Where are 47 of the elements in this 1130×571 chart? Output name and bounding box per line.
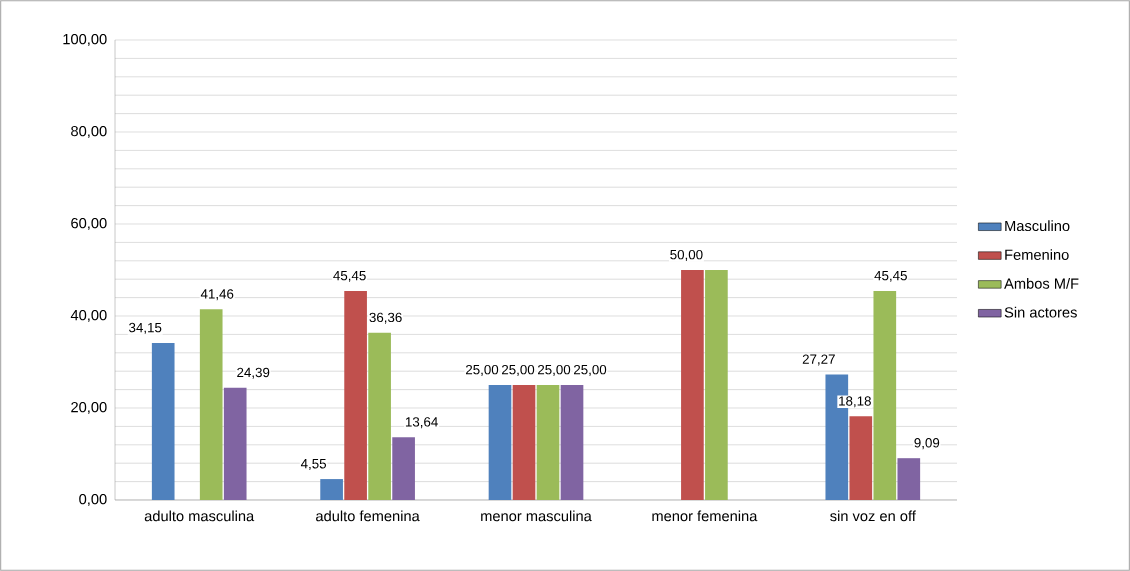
y-tick-label: 0,00: [79, 493, 107, 507]
data-label: 36,36: [369, 312, 402, 324]
x-tick-label: adulto femenina: [316, 510, 420, 522]
data-label: 41,46: [200, 289, 234, 301]
y-tick-label: 80,00: [71, 125, 107, 139]
data-label: 13,64: [405, 417, 438, 429]
legend-label: Sin actores: [1004, 306, 1077, 318]
bar: [368, 332, 391, 500]
bar: [344, 290, 367, 500]
bar: [560, 385, 584, 500]
bar: [199, 309, 223, 500]
y-tick-label: 20,00: [71, 401, 107, 415]
data-label: 34,15: [129, 322, 162, 334]
data-label: 24,39: [237, 367, 270, 379]
legend-label: Femenino: [1005, 249, 1069, 260]
data-label: 4,55: [300, 459, 327, 471]
x-tick-label: sin voz en off: [830, 510, 916, 522]
bar: [392, 437, 415, 500]
bar: [488, 385, 512, 500]
bar: [681, 270, 704, 500]
data-label: 45,45: [874, 270, 907, 282]
bar: [512, 385, 536, 500]
data-label: 27,27: [802, 354, 835, 366]
y-tick-label: 40,00: [70, 309, 107, 323]
legend-label: Masculino: [1005, 220, 1070, 232]
data-label: 25,00: [465, 364, 499, 376]
data-label: 9,09: [914, 438, 940, 450]
data-label: 25,00: [573, 364, 607, 376]
x-tick-label: menor femenina: [652, 510, 758, 522]
y-tick-label: 60,00: [71, 217, 107, 231]
x-tick-label: menor masculina: [481, 510, 592, 522]
bar: [897, 458, 921, 500]
data-label: 50,00: [670, 249, 703, 261]
bar: [320, 479, 343, 500]
bar: [151, 342, 175, 500]
bar: [223, 387, 247, 500]
data-label: 25,00: [501, 364, 535, 376]
data-label: 45,45: [333, 270, 366, 282]
bar: [705, 270, 728, 500]
bar: [873, 290, 897, 500]
bar: [849, 416, 873, 500]
x-tick-label: adulto masculina: [144, 510, 255, 522]
legend-label: Ambos M/F: [1004, 278, 1079, 289]
y-tick-label: 100,00: [63, 33, 107, 47]
data-label: 18,18: [839, 396, 871, 408]
bar: [536, 385, 560, 500]
data-label: 25,00: [537, 364, 571, 376]
